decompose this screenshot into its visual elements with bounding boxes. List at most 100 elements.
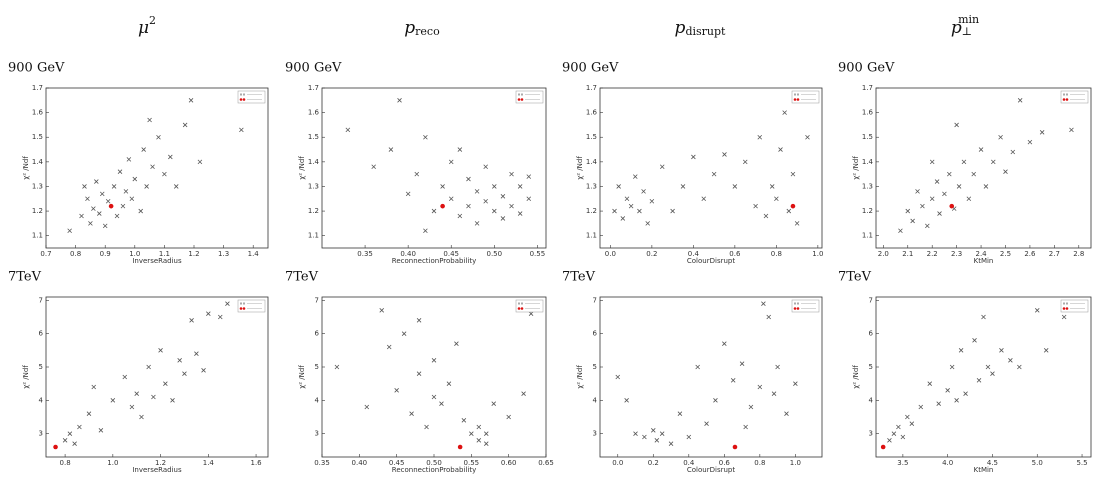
x-tick-label: 0.45 <box>443 250 459 258</box>
legend-marker <box>1065 307 1069 310</box>
scan-point <box>77 424 82 430</box>
scan-point <box>680 184 686 189</box>
x-tick-label: 0.60 <box>501 459 517 467</box>
panel-title: 7TeV <box>838 270 872 285</box>
plot-frame <box>321 87 547 249</box>
y-tick-label: 1.7 <box>862 84 873 92</box>
scan-point <box>936 401 941 406</box>
legend-box <box>237 299 266 313</box>
scan-point <box>761 301 766 306</box>
scan-point <box>790 171 796 177</box>
y-tick-label: 1.3 <box>32 182 43 190</box>
plot-frame <box>875 87 1092 249</box>
scan-point <box>122 374 128 380</box>
scan-point <box>805 134 810 140</box>
y-tick-label: 1.3 <box>586 182 597 190</box>
scan-point <box>990 159 996 165</box>
title-sub: disrupt <box>685 25 726 38</box>
title-base: p <box>951 18 962 38</box>
x-tick-label: 2.5 <box>1000 250 1011 258</box>
x-tick-label: 0.45 <box>389 459 405 467</box>
best-point <box>53 444 58 450</box>
scan-point <box>990 371 995 376</box>
y-axis-label: χ² /Ndf <box>852 365 860 389</box>
y-tick-label: 1.7 <box>32 84 43 92</box>
scan-point <box>414 171 420 177</box>
scan-point <box>102 223 108 229</box>
scan-point <box>126 157 132 162</box>
scan-point <box>521 391 526 396</box>
scan-point <box>98 428 104 433</box>
scan-point <box>457 213 463 219</box>
title-base: p <box>675 18 686 38</box>
scan-point <box>929 196 935 202</box>
scan-point <box>483 198 488 204</box>
x-tick-label: 0.55 <box>464 459 480 467</box>
scan-point <box>711 171 717 177</box>
scan-point <box>722 152 727 157</box>
y-tick-label: 1.4 <box>32 158 44 166</box>
best-point <box>732 444 738 450</box>
scan-point <box>483 431 489 436</box>
x-tick-label: 0.2 <box>646 250 657 258</box>
scan-point <box>769 184 775 189</box>
y-tick-label: 1.2 <box>586 207 597 215</box>
x-tick-label: 0.2 <box>648 459 659 467</box>
scan-point <box>82 184 87 189</box>
scan-point <box>466 176 471 182</box>
y-tick-label: 5 <box>593 363 597 371</box>
legend-marker <box>242 98 246 101</box>
scan-point <box>476 438 482 443</box>
y-tick-label: 1.4 <box>862 158 874 166</box>
scan-point <box>440 184 445 189</box>
scan-point <box>958 348 964 353</box>
x-axis-label: KtMin <box>974 466 994 474</box>
legend-marker <box>1062 307 1066 310</box>
scan-point <box>397 98 402 103</box>
y-tick-label: 1.6 <box>586 109 598 117</box>
plot-frame <box>45 296 269 458</box>
x-tick-label: 4.0 <box>942 459 953 467</box>
scan-point <box>147 117 152 123</box>
scan-point <box>794 221 800 226</box>
scan-point <box>79 213 84 219</box>
legend-box <box>515 90 544 104</box>
scan-point <box>786 208 792 214</box>
y-tick-label: 7 <box>315 296 319 304</box>
x-tick-label: 4.5 <box>987 459 998 467</box>
legend <box>237 90 266 104</box>
scan-point <box>695 364 700 370</box>
x-tick-label: 0.35 <box>357 250 373 258</box>
x-tick-label: 0.50 <box>487 250 503 258</box>
scan-point <box>500 194 506 199</box>
scan-point <box>138 208 144 214</box>
legend-marker <box>793 307 797 310</box>
scan-point <box>766 314 772 320</box>
y-tick-label: 1.4 <box>308 158 320 166</box>
x-tick-label: 3.5 <box>897 459 908 467</box>
y-tick-label: 1.5 <box>862 133 873 141</box>
scan-point <box>730 378 736 383</box>
scan-point <box>114 213 120 219</box>
scan-point <box>439 401 444 406</box>
x-tick-label: 0.4 <box>688 250 700 258</box>
scan-point <box>509 203 514 209</box>
scan-point <box>976 378 982 383</box>
scan-point <box>641 189 646 194</box>
x-tick-label: 1.1 <box>159 250 170 258</box>
scan-point <box>742 159 748 165</box>
scan-point <box>62 438 68 443</box>
scan-point <box>96 211 102 216</box>
scan-point <box>691 154 696 160</box>
best-point <box>880 444 886 450</box>
column-title: preco <box>404 18 440 39</box>
scan-point <box>775 364 780 370</box>
scan-point <box>925 223 930 229</box>
scan-point <box>144 184 149 189</box>
y-tick-label: 5 <box>315 363 319 371</box>
scan-point <box>918 404 924 410</box>
legend-box <box>1060 299 1089 313</box>
scan-point <box>1017 364 1022 370</box>
scan-point <box>713 398 718 403</box>
scan-point <box>88 221 93 226</box>
